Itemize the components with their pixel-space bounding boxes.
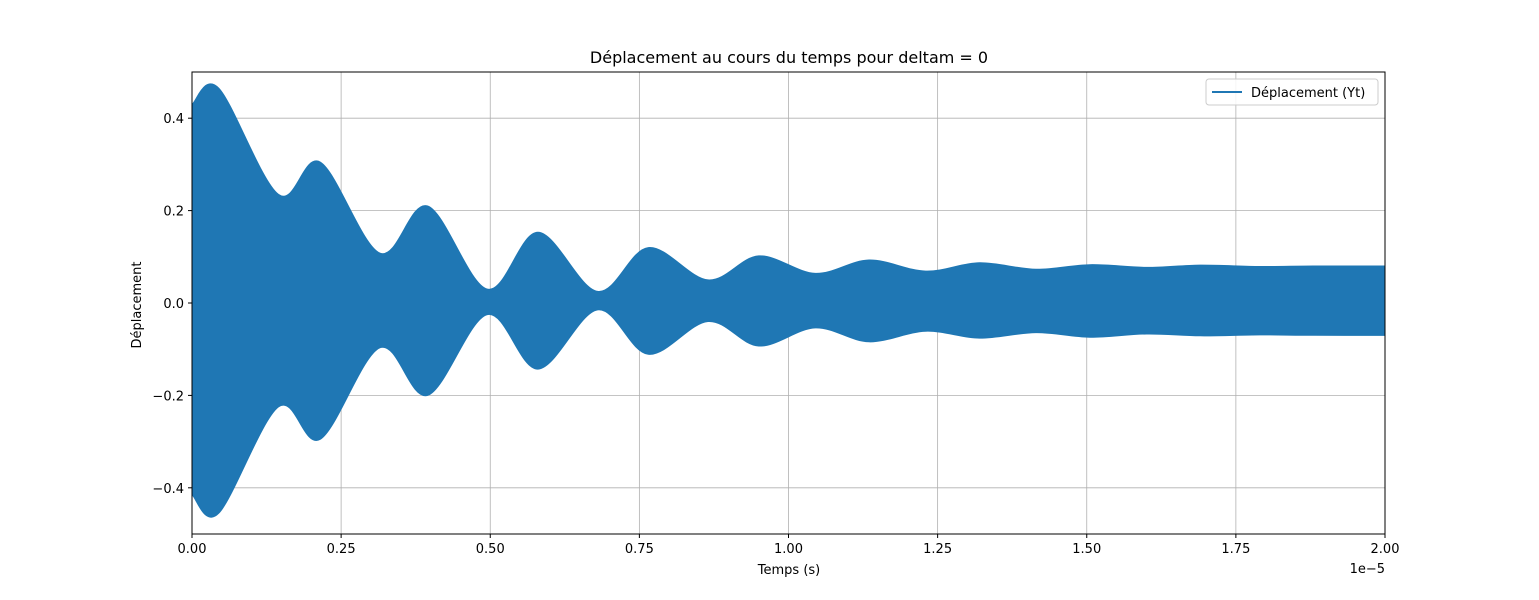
- y-tick-label-3: 0.2: [163, 205, 184, 220]
- x-tick-label-4: 1.00: [774, 542, 803, 557]
- y-tick-label-2: 0.0: [163, 297, 184, 312]
- y-tick-label-0: −0.4: [152, 482, 184, 497]
- legend-entry-label: Déplacement (Yt): [1251, 86, 1365, 101]
- x-tick-label-0: 0.00: [178, 542, 207, 557]
- x-axis-ticks: 0.00 0.25 0.50 0.75 1.00 1.25 1.50 1.75 2.00: [178, 534, 1400, 557]
- chart-title: Déplacement au cours du temps pour delta…: [590, 48, 988, 67]
- x-tick-label-3: 0.75: [625, 542, 654, 557]
- y-tick-label-1: −0.2: [152, 389, 184, 404]
- x-tick-label-6: 1.50: [1072, 542, 1101, 557]
- y-axis-ticks: −0.4 −0.2 0.0 0.2 0.4: [152, 112, 192, 497]
- legend: Déplacement (Yt): [1205, 78, 1379, 106]
- y-tick-label-4: 0.4: [163, 112, 184, 127]
- y-axis-label: Déplacement: [130, 262, 145, 349]
- x-tick-label-2: 0.50: [476, 542, 505, 557]
- x-tick-label-5: 1.25: [923, 542, 952, 557]
- legend-box: [1205, 78, 1379, 106]
- x-axis-label: Temps (s): [757, 563, 820, 578]
- x-tick-label-7: 1.75: [1221, 542, 1250, 557]
- x-axis-offset-text: 1e−5: [1350, 562, 1385, 577]
- x-tick-label-1: 0.25: [327, 542, 356, 557]
- x-tick-label-8: 2.00: [1371, 542, 1400, 557]
